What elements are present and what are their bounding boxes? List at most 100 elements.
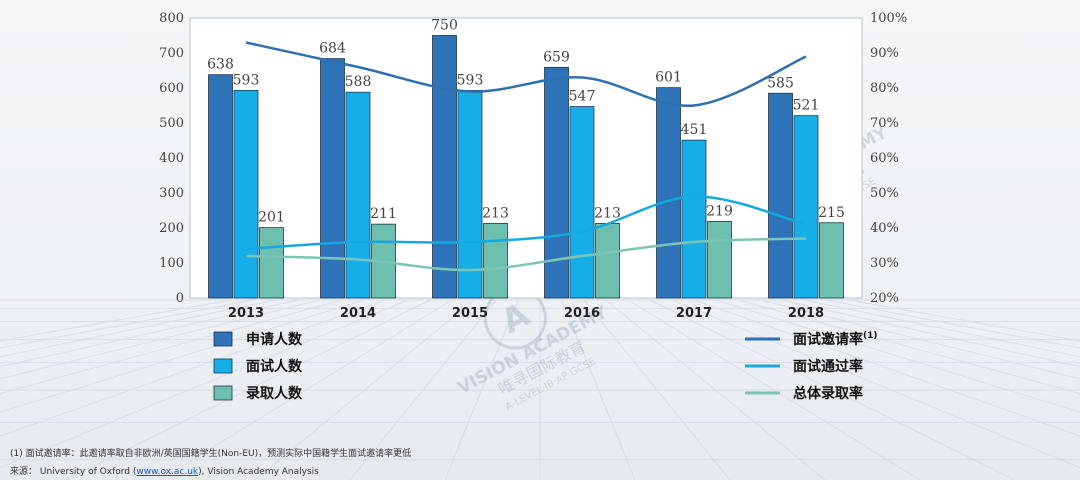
bar-data-label: 213 [482, 205, 509, 221]
x-axis-tick-label: 2014 [340, 306, 376, 321]
left-y-axis: 0 100 200 300 400 500 600 700 800 [159, 11, 184, 306]
legend-bar-label: 申请人数 [246, 331, 303, 348]
left-axis-tick-label: 100 [159, 256, 184, 271]
bar-data-label: 588 [345, 74, 372, 90]
watermark-logo-letter: A [495, 294, 536, 341]
floor-grid-line [605, 299, 826, 480]
footnote-1: (1) 面试邀请率：此邀请率取自非欧洲/英国国籍学生(Non-EU)，预测实际中… [10, 449, 412, 459]
left-axis-tick-label: 400 [159, 151, 184, 166]
series-line [245, 195, 807, 251]
bar-data-label: 521 [793, 98, 820, 114]
floor-grid-line [715, 299, 1080, 413]
bar [320, 58, 345, 299]
floor-grid-line [0, 299, 255, 349]
bar [208, 74, 233, 299]
x-axis: 2013 2014 2015 2016 2017 2018 [228, 306, 824, 321]
bar [793, 115, 819, 299]
data-labels-group: 6385932016845882117505932136595472136014… [207, 18, 845, 226]
x-axis-tick-label: 2016 [564, 306, 600, 321]
floor-grid-line [781, 299, 1080, 368]
floor-grid-line [0, 299, 387, 437]
bar-data-label: 201 [258, 210, 285, 226]
bar [345, 91, 371, 299]
bar [768, 92, 793, 299]
legend-bar-swatch [213, 358, 233, 374]
right-axis-tick-label: 50% [870, 186, 899, 201]
floor-grid-line [561, 299, 636, 480]
floor-grid-line [0, 299, 233, 342]
floor-grid-line [0, 299, 321, 380]
bar [819, 222, 844, 299]
bar [457, 90, 483, 299]
bar-data-label: 211 [370, 206, 397, 222]
bar [595, 223, 620, 299]
legend-bar-swatch [213, 385, 233, 401]
floor-grid-line [0, 299, 365, 413]
floor-grid-line [159, 299, 453, 480]
legend-line-label: 总体录取率 [793, 385, 863, 402]
bar [544, 66, 569, 299]
bar-data-label: 215 [818, 205, 845, 221]
bar-data-label: 219 [706, 203, 733, 219]
bar [681, 139, 707, 299]
right-axis-tick-label: 30% [870, 256, 899, 271]
floor-grid-line [0, 299, 299, 368]
bar-data-label: 684 [319, 41, 346, 57]
left-axis-tick-label: 700 [159, 46, 184, 61]
series-line [245, 41, 807, 107]
x-axis-tick-label: 2015 [452, 306, 488, 321]
right-y-axis: 20% 30% 40% 50% 60% 70% 80% 90% 100% [870, 11, 907, 306]
floor-grid-line [64, 299, 431, 480]
floor-grid-line [737, 299, 1080, 395]
bar-data-label: 213 [594, 205, 621, 221]
floor-grid-line [0, 299, 343, 395]
floor-grid-line [583, 299, 731, 480]
source-suffix: ), Vision Academy Analysis [198, 467, 319, 477]
left-axis-tick-label: 0 [176, 291, 184, 306]
bar-data-label: 601 [655, 70, 682, 86]
bar-data-label: 451 [681, 122, 708, 138]
lines-group [245, 41, 807, 272]
right-axis-tick-label: 100% [870, 11, 907, 26]
legend-line-label: 面试通过率 [793, 358, 863, 375]
left-axis-tick-label: 500 [159, 116, 184, 131]
legend-bar-label: 录取人数 [246, 385, 303, 402]
floor-grid-line [444, 299, 519, 480]
bar [569, 106, 595, 299]
source-note: 来源： University of Oxford (www.ox.ac.uk),… [10, 464, 319, 477]
left-axis-tick-label: 300 [159, 186, 184, 201]
bar [233, 90, 259, 299]
bar-data-label: 593 [233, 72, 260, 88]
floor-grid-line [0, 299, 277, 358]
x-axis-tick-label: 2018 [788, 306, 824, 321]
source-link[interactable]: www.ox.ac.uk [136, 467, 199, 477]
right-axis-tick-label: 80% [870, 81, 899, 96]
left-axis-tick-label: 800 [159, 11, 184, 26]
x-axis-tick-label: 2017 [676, 306, 712, 321]
bar [483, 223, 508, 299]
bar-data-label: 750 [431, 18, 458, 34]
bar [432, 35, 457, 299]
right-axis-tick-label: 40% [870, 221, 899, 236]
legend-bar-swatch [213, 331, 233, 347]
background-floor-grid [0, 299, 1080, 480]
bar-data-label: 547 [569, 89, 596, 105]
floor-grid-line [649, 299, 1016, 480]
right-axis-tick-label: 60% [870, 151, 899, 166]
floor-grid-line [803, 299, 1080, 358]
legend-bar-label: 面试人数 [246, 358, 303, 375]
plot-area [189, 17, 863, 299]
bar [259, 227, 284, 299]
legend-superscript: (1) [863, 331, 878, 341]
x-axis-tick-label: 2013 [228, 306, 264, 321]
floor-grid-line [847, 299, 1080, 342]
bar-data-label: 659 [543, 49, 570, 65]
floor-grid-line [627, 299, 921, 480]
right-axis-tick-label: 90% [870, 46, 899, 61]
bar-data-label: 593 [457, 72, 484, 88]
floor-grid-line [693, 299, 1080, 437]
series-line [245, 237, 807, 272]
floor-grid-line [0, 299, 409, 469]
